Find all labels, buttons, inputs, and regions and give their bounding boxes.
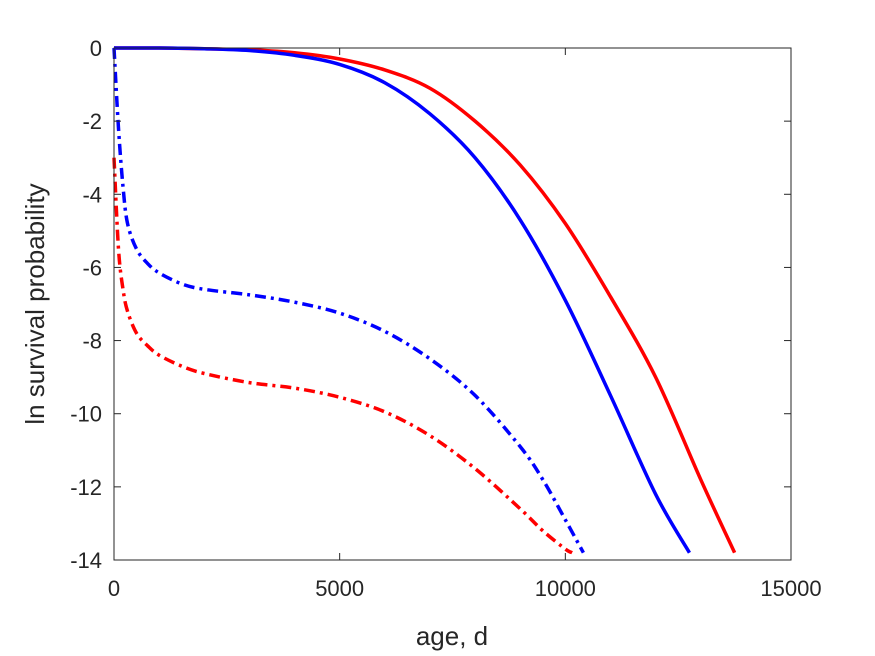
y-tick-label-1: -2 <box>82 109 102 134</box>
series-layer <box>112 46 737 555</box>
plot-area-background <box>114 48 791 560</box>
series-line-4 <box>112 157 573 555</box>
x-axis-label: age, d <box>416 621 488 651</box>
ticks-layer: 0 5000 10000 15000 0 -2 -4 -6 -8 -10 -12 -14 <box>70 36 821 601</box>
x-tick-label-2: 10000 <box>535 576 596 601</box>
y-tick-label-5: -10 <box>70 402 102 427</box>
y-tick-label-7: -14 <box>70 548 102 573</box>
y-tick-label-2: -4 <box>82 182 102 207</box>
series-line-3 <box>112 47 585 554</box>
x-tick-label-0: 0 <box>108 576 120 601</box>
y-tick-label-3: -6 <box>82 255 102 280</box>
y-axis-label: ln survival probability <box>20 183 50 424</box>
x-tick-label-1: 5000 <box>315 576 364 601</box>
y-tick-label-6: -12 <box>70 475 102 500</box>
series-line-2 <box>113 46 691 554</box>
plot-frame <box>113 47 792 561</box>
x-tick-label-3: 15000 <box>760 576 821 601</box>
y-tick-label-4: -8 <box>82 329 102 354</box>
y-tick-label-0: 0 <box>90 36 102 61</box>
